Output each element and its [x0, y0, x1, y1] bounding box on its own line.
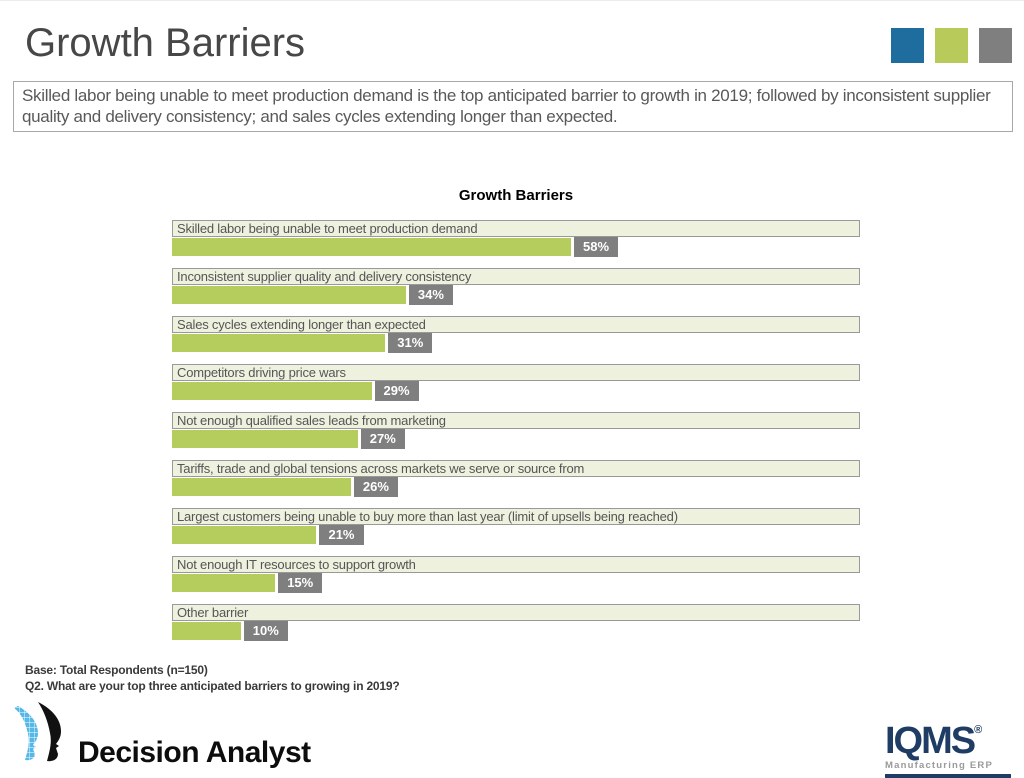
category-label: Skilled labor being unable to meet produ…	[177, 221, 478, 236]
category-label: Inconsistent supplier quality and delive…	[177, 269, 472, 284]
bar	[172, 478, 351, 496]
page-title: Growth Barriers	[25, 21, 306, 65]
footnote-base: Base: Total Respondents (n=150)	[25, 663, 208, 677]
category-label: Not enough qualified sales leads from ma…	[177, 413, 446, 428]
iqms-underline-bar	[885, 774, 1011, 778]
category-label-box: Skilled labor being unable to meet produ…	[172, 220, 860, 237]
bar-value-badge: 58%	[574, 237, 619, 257]
iqms-text: IQMS	[885, 720, 976, 762]
bar	[172, 286, 406, 304]
bar-row: 21%	[172, 525, 860, 545]
bar-row: 26%	[172, 477, 860, 497]
bar-value-badge: 31%	[388, 333, 433, 353]
bar-value-badge: 27%	[360, 429, 405, 449]
category-label: Largest customers being unable to buy mo…	[177, 509, 678, 524]
category-label: Competitors driving price wars	[177, 365, 346, 380]
decision-analyst-faces-icon	[12, 700, 76, 769]
chart-row: Sales cycles extending longer than expec…	[172, 316, 860, 353]
bar-row: 10%	[172, 621, 860, 641]
footnote-question: Q2. What are your top three anticipated …	[25, 679, 400, 693]
iqms-logo: IQMS® Manufacturing ERP	[885, 713, 1011, 778]
category-label-box: Not enough qualified sales leads from ma…	[172, 412, 860, 429]
growth-barriers-chart: Growth Barriers Skilled labor being unab…	[172, 187, 860, 652]
bar-row: 34%	[172, 285, 860, 305]
bar-value-badge: 10%	[243, 621, 288, 641]
iqms-tagline: Manufacturing ERP	[885, 760, 994, 771]
bar-row: 27%	[172, 429, 860, 449]
bar	[172, 238, 572, 256]
chart-row: Tariffs, trade and global tensions acros…	[172, 460, 860, 497]
bar	[172, 382, 372, 400]
chart-title: Growth Barriers	[458, 187, 574, 204]
category-label-box: Inconsistent supplier quality and delive…	[172, 268, 860, 285]
chart-rows: Skilled labor being unable to meet produ…	[172, 220, 860, 641]
bar-value-badge: 29%	[374, 381, 419, 401]
category-label-box: Other barrier	[172, 604, 860, 621]
chart-row: Other barrier 10%	[172, 604, 860, 641]
category-label-box: Largest customers being unable to buy mo…	[172, 508, 860, 525]
green-square	[935, 28, 968, 63]
bar-value-badge: 15%	[278, 573, 323, 593]
summary-box: Skilled labor being unable to meet produ…	[13, 81, 1013, 132]
decision-analyst-wordmark: Decision Analyst	[78, 736, 311, 769]
chart-row: Not enough IT resources to support growt…	[172, 556, 860, 593]
footnotes: Base: Total Respondents (n=150) Q2. What…	[25, 662, 400, 694]
chart-row: Inconsistent supplier quality and delive…	[172, 268, 860, 305]
decision-analyst-logo: Decision Analyst	[12, 702, 311, 769]
bar	[172, 622, 241, 640]
bar-row: 15%	[172, 573, 860, 593]
bar	[172, 334, 386, 352]
brand-color-squares	[891, 28, 1012, 63]
category-label: Not enough IT resources to support growt…	[177, 557, 416, 572]
bar	[172, 526, 317, 544]
bar-row: 29%	[172, 381, 860, 401]
bar-value-badge: 21%	[319, 525, 364, 545]
category-label-box: Tariffs, trade and global tensions acros…	[172, 460, 860, 477]
summary-text: Skilled labor being unable to meet produ…	[22, 86, 991, 126]
bar	[172, 574, 276, 592]
bar-row: 58%	[172, 237, 860, 257]
category-label: Sales cycles extending longer than expec…	[177, 317, 426, 332]
category-label-box: Sales cycles extending longer than expec…	[172, 316, 860, 333]
category-label-box: Competitors driving price wars	[172, 364, 860, 381]
chart-row: Skilled labor being unable to meet produ…	[172, 220, 860, 257]
registered-mark-icon: ®	[974, 724, 983, 736]
bar-value-badge: 34%	[408, 285, 453, 305]
chart-row: Not enough qualified sales leads from ma…	[172, 412, 860, 449]
gray-square	[979, 28, 1012, 63]
category-label: Tariffs, trade and global tensions acros…	[177, 461, 585, 476]
iqms-wordmark: IQMS®	[885, 713, 1011, 760]
bar-value-badge: 26%	[353, 477, 398, 497]
category-label: Other barrier	[177, 605, 249, 620]
bar-row: 31%	[172, 333, 860, 353]
chart-row: Largest customers being unable to buy mo…	[172, 508, 860, 545]
bar	[172, 430, 358, 448]
chart-row: Competitors driving price wars 29%	[172, 364, 860, 401]
category-label-box: Not enough IT resources to support growt…	[172, 556, 860, 573]
blue-square	[891, 28, 924, 63]
